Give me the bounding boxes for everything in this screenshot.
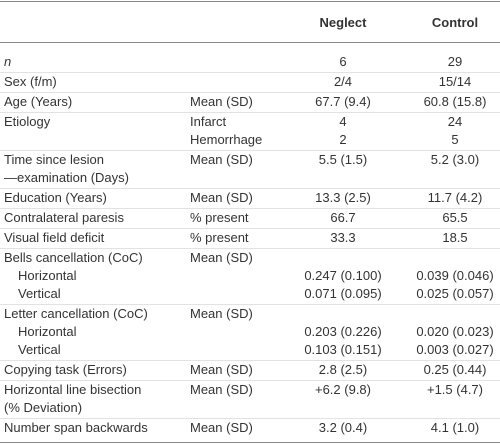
row-label: Horizontal line bisection (4, 382, 142, 397)
control-value: 0.039 (0.046) (416, 268, 494, 283)
neglect-value: 4 (339, 114, 347, 129)
control-value: 0.003 (0.027) (416, 342, 494, 357)
row-label: Bells cancellation (CoC) (4, 250, 143, 265)
neglect-value: 2/4 (333, 74, 353, 89)
row-separator (0, 188, 500, 189)
neglect-value: 0.103 (0.151) (304, 342, 382, 357)
row-label: n (4, 54, 12, 69)
measure-label: Infarct (190, 114, 227, 129)
row-label: —examination (Days) (4, 170, 129, 185)
control-value: 15/14 (438, 74, 472, 89)
control-value: 29 (447, 54, 463, 69)
row-label: (% Deviation) (4, 400, 83, 415)
row-separator (0, 304, 500, 305)
row-label: Age (Years) (4, 94, 73, 109)
measure-label: % present (190, 230, 249, 245)
control-value: 0.25 (0.44) (423, 362, 487, 377)
control-value: 5.2 (3.0) (430, 152, 480, 167)
control-value: 5 (451, 132, 459, 147)
control-value: 0.025 (0.057) (416, 286, 494, 301)
measure-label: Mean (SD) (190, 420, 253, 435)
row-label: Horizontal (18, 324, 77, 339)
row-label: Contralateral paresis (4, 210, 124, 225)
row-separator (0, 248, 500, 249)
control-value: 11.7 (4.2) (427, 190, 483, 205)
neglect-value: +6.2 (9.8) (314, 382, 371, 397)
control-value: 18.5 (442, 230, 468, 245)
neglect-value: 66.7 (330, 210, 356, 225)
neglect-value: 67.7 (9.4) (315, 94, 371, 109)
row-label: Number span backwards (4, 420, 148, 435)
control-value: 0.020 (0.023) (416, 324, 494, 339)
neglect-value: 0.071 (0.095) (304, 286, 382, 301)
row-separator (0, 380, 500, 381)
measure-label: Mean (SD) (190, 250, 253, 265)
top-rule (0, 1, 500, 2)
measure-label: Mean (SD) (190, 190, 253, 205)
neglect-value: 13.3 (2.5) (315, 190, 371, 205)
measure-label: Mean (SD) (190, 306, 253, 321)
row-separator (0, 360, 500, 361)
row-label: Sex (f/m) (4, 74, 57, 89)
row-separator (0, 72, 500, 73)
column-header: Neglect (319, 15, 367, 30)
control-value: 24 (447, 114, 463, 129)
row-separator (0, 208, 500, 209)
row-label: Etiology (4, 114, 51, 129)
measure-label: Hemorrhage (190, 132, 263, 147)
row-label: Visual field deficit (4, 230, 105, 245)
row-label: Education (Years) (4, 190, 107, 205)
column-header: Control (431, 15, 479, 30)
row-separator (0, 112, 500, 113)
row-label: Vertical (18, 342, 61, 357)
control-value: +1.5 (4.7) (426, 382, 483, 397)
control-value: 65.5 (442, 210, 468, 225)
control-value: 60.8 (15.8) (423, 94, 487, 109)
neglect-value: 3.2 (0.4) (318, 420, 368, 435)
row-separator (0, 228, 500, 229)
neglect-value: 2.8 (2.5) (318, 362, 368, 377)
neglect-value: 0.203 (0.226) (304, 324, 382, 339)
neglect-value: 2 (339, 132, 347, 147)
bottom-rule (0, 442, 500, 443)
row-separator (0, 418, 500, 419)
row-label: Time since lesion (4, 152, 104, 167)
neglect-value: 6 (339, 54, 347, 69)
measure-label: Mean (SD) (190, 94, 253, 109)
row-label: Horizontal (18, 268, 77, 283)
row-label: Copying task (Errors) (4, 362, 127, 377)
row-separator (0, 150, 500, 151)
neglect-value: 33.3 (330, 230, 356, 245)
row-label: Letter cancellation (CoC) (4, 306, 148, 321)
neglect-value: 5.5 (1.5) (318, 152, 368, 167)
measure-label: Mean (SD) (190, 152, 253, 167)
row-separator (0, 92, 500, 93)
header-rule (0, 42, 500, 43)
control-value: 4.1 (1.0) (430, 420, 480, 435)
measure-label: % present (190, 210, 249, 225)
measure-label: Mean (SD) (190, 382, 253, 397)
row-label: Vertical (18, 286, 61, 301)
neglect-value: 0.247 (0.100) (304, 268, 382, 283)
measure-label: Mean (SD) (190, 362, 253, 377)
